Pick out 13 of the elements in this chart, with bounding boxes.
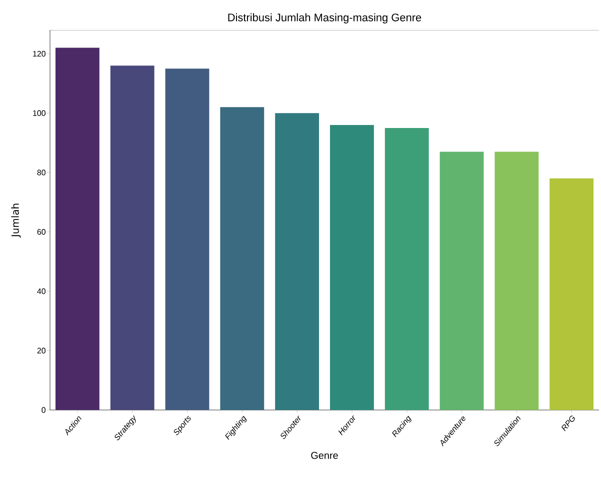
bar (110, 66, 154, 410)
bar (55, 48, 100, 410)
bar (550, 178, 594, 410)
bar (440, 152, 484, 410)
bar (384, 128, 429, 410)
bar (165, 68, 210, 410)
bar (330, 124, 374, 410)
bar (494, 152, 539, 410)
bar (275, 113, 320, 410)
bar (220, 107, 264, 410)
chart-title: Distribusi Jumlah Masing-masing Genre (228, 13, 422, 24)
y-axis-title: Jumlah (11, 204, 21, 238)
x-axis-title: Genre (311, 452, 338, 459)
